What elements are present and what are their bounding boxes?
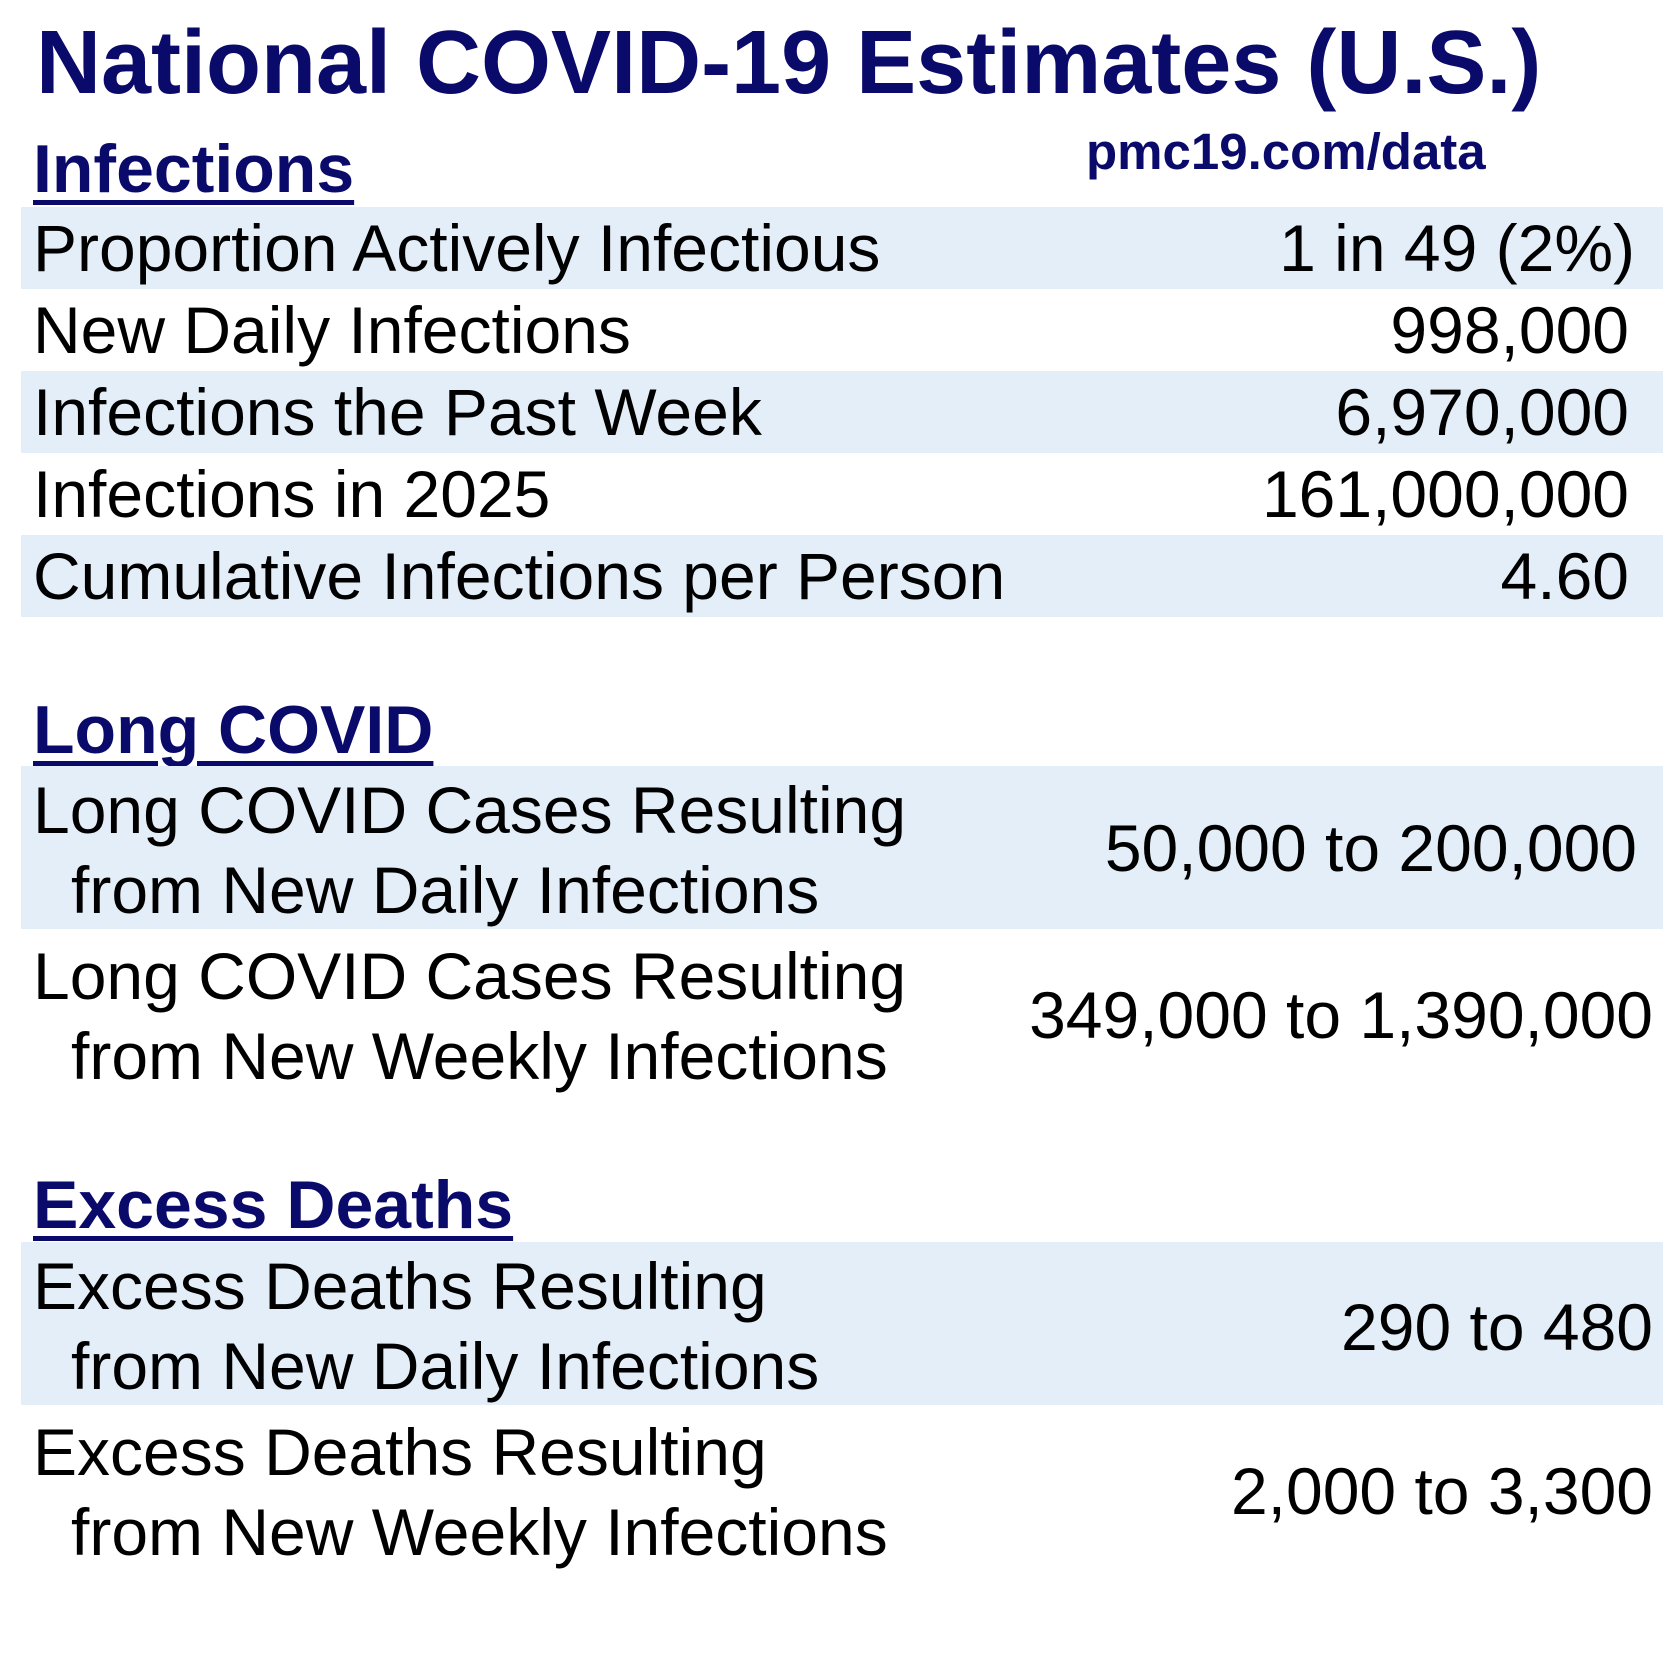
row-label: Excess Deaths Resulting from New Weekly … bbox=[33, 1408, 888, 1576]
table-row-excess-deaths-daily: Excess Deaths Resulting from New Daily I… bbox=[21, 1242, 1663, 1405]
row-label-line1: Long COVID Cases Resulting bbox=[33, 773, 907, 847]
row-label: Infections the Past Week bbox=[33, 375, 762, 449]
table-row-long-covid-daily: Long COVID Cases Resulting from New Dail… bbox=[21, 766, 1663, 929]
table-row-new-daily-infections: New Daily Infections 998,000 bbox=[21, 289, 1663, 371]
row-label: Infections in 2025 bbox=[33, 457, 551, 531]
row-label-line1: Excess Deaths Resulting bbox=[33, 1415, 767, 1489]
row-label: Proportion Actively Infectious bbox=[33, 211, 881, 285]
row-label: Excess Deaths Resulting from New Daily I… bbox=[33, 1242, 819, 1410]
row-label: Long COVID Cases Resulting from New Week… bbox=[33, 932, 906, 1100]
row-label: Long COVID Cases Resulting from New Dail… bbox=[33, 766, 906, 934]
table-row-long-covid-weekly: Long COVID Cases Resulting from New Week… bbox=[21, 929, 1663, 1093]
row-label-line1: Excess Deaths Resulting bbox=[33, 1249, 767, 1323]
row-value: 1 in 49 (2%) bbox=[1279, 211, 1635, 285]
table-row-cumulative-infections-per-person: Cumulative Infections per Person 4.60 bbox=[21, 535, 1663, 617]
table-row-excess-deaths-weekly: Excess Deaths Resulting from New Weekly … bbox=[21, 1405, 1663, 1569]
row-value: 998,000 bbox=[1390, 293, 1629, 367]
section-heading-long-covid: Long COVID bbox=[33, 692, 434, 768]
row-label-line2: from New Weekly Infections bbox=[71, 1495, 888, 1569]
section-heading-excess-deaths: Excess Deaths bbox=[33, 1167, 514, 1243]
row-label: Cumulative Infections per Person bbox=[33, 539, 1006, 613]
row-label-line1: Long COVID Cases Resulting bbox=[33, 939, 907, 1013]
source-url: pmc19.com/data bbox=[1086, 123, 1486, 180]
row-value: 290 to 480 bbox=[1341, 1290, 1653, 1364]
row-value: 161,000,000 bbox=[1261, 457, 1629, 531]
row-label-line2: from New Daily Infections bbox=[71, 1329, 820, 1403]
row-value: 2,000 to 3,300 bbox=[1230, 1454, 1653, 1528]
page-title: National COVID-19 Estimates (U.S.) bbox=[36, 13, 1542, 113]
row-label: New Daily Infections bbox=[33, 293, 631, 367]
row-value: 50,000 to 200,000 bbox=[1104, 811, 1637, 885]
row-label-line2: from New Weekly Infections bbox=[71, 1019, 888, 1093]
row-value: 6,970,000 bbox=[1335, 375, 1629, 449]
table-row-infections-past-week: Infections the Past Week 6,970,000 bbox=[21, 371, 1663, 453]
row-value: 4.60 bbox=[1500, 539, 1629, 613]
table-row-proportion-actively-infectious: Proportion Actively Infectious 1 in 49 (… bbox=[21, 207, 1663, 289]
row-label-line2: from New Daily Infections bbox=[71, 853, 820, 927]
section-heading-infections: Infections bbox=[33, 131, 355, 207]
table-row-infections-in-2025: Infections in 2025 161,000,000 bbox=[21, 453, 1663, 535]
row-value: 349,000 to 1,390,000 bbox=[1029, 978, 1653, 1052]
